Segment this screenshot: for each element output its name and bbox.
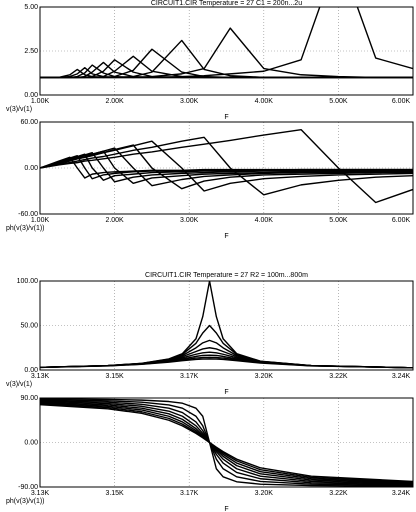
curves [40, 7, 413, 79]
chart-title: CIRCUIT1.CIR Temperature = 27 R2 = 100m.… [145, 272, 308, 279]
y-tick-label: 0.00 [24, 367, 38, 374]
y-tick-label: 100.00 [17, 278, 39, 285]
curves [40, 281, 413, 369]
plot-frame [39, 397, 414, 488]
x-tick-label: 5.00K [329, 98, 348, 105]
x-tick-label: 3.13K [31, 490, 50, 497]
curves [40, 128, 413, 204]
x-axis-label: F [224, 506, 228, 512]
y-tick-label: -90.00 [18, 484, 38, 491]
y-tick-label: 0.00 [24, 92, 38, 99]
x-tick-label: 3.24K [392, 490, 411, 497]
x-axis-label: F [224, 233, 228, 240]
x-tick-label: 5.00K [329, 217, 348, 224]
y-tick-label: 5.00 [24, 4, 38, 11]
x-tick-label: 6.00K [392, 98, 411, 105]
y-tick-label: 90.00 [20, 395, 38, 402]
curve [40, 155, 413, 180]
curve [40, 403, 413, 483]
x-tick-label: 3.13K [31, 373, 50, 380]
x-axis-label: F [224, 389, 228, 396]
curve [40, 128, 413, 204]
chart-title: CIRCUIT1.CIR Temperature = 27 C1 = 200n.… [151, 0, 302, 7]
x-tick-label: 3.17K [180, 373, 199, 380]
x-tick-label: 3.15K [105, 490, 124, 497]
plot-frame [39, 6, 414, 96]
x-tick-label: 1.00K [31, 98, 50, 105]
y-tick-label: 0.00 [24, 439, 38, 446]
plot-frame [39, 280, 414, 371]
curves [40, 398, 413, 487]
x-tick-label: 4.00K [255, 98, 274, 105]
curve [40, 398, 413, 487]
curve [40, 399, 413, 486]
curve [40, 140, 413, 192]
x-tick-label: 3.24K [392, 373, 411, 380]
x-tick-label: 2.00K [105, 217, 124, 224]
x-tick-label: 3.20K [255, 490, 274, 497]
curve [40, 358, 413, 369]
curve [40, 136, 413, 196]
x-tick-label: 3.22K [329, 490, 348, 497]
y-variable-label: ph(v(3)/v(1)) [6, 498, 45, 505]
x-tick-label: 3.00K [180, 98, 199, 105]
x-tick-label: 3.22K [329, 373, 348, 380]
x-axis-label: F [224, 114, 228, 121]
curve [40, 7, 413, 79]
y-tick-label: 50.00 [20, 322, 38, 329]
y-variable-label: v(3)/v(1) [6, 381, 32, 388]
y-variable-label: ph(v(3)/v(1)) [6, 225, 45, 232]
x-tick-label: 1.00K [31, 217, 50, 224]
x-tick-label: 2.00K [105, 98, 124, 105]
y-variable-label: v(3)/v(1) [6, 106, 32, 113]
x-tick-label: 3.20K [255, 373, 274, 380]
x-tick-label: 3.15K [105, 373, 124, 380]
x-tick-label: 3.17K [180, 490, 199, 497]
curve [40, 153, 413, 181]
curve [40, 398, 413, 487]
x-tick-label: 6.00K [392, 217, 411, 224]
x-tick-label: 4.00K [255, 217, 274, 224]
y-tick-label: 2.50 [24, 48, 38, 55]
y-tick-label: -60.00 [18, 211, 38, 218]
y-tick-label: 60.00 [20, 119, 38, 126]
x-tick-label: 3.00K [180, 217, 199, 224]
y-tick-label: 0.00 [24, 165, 38, 172]
